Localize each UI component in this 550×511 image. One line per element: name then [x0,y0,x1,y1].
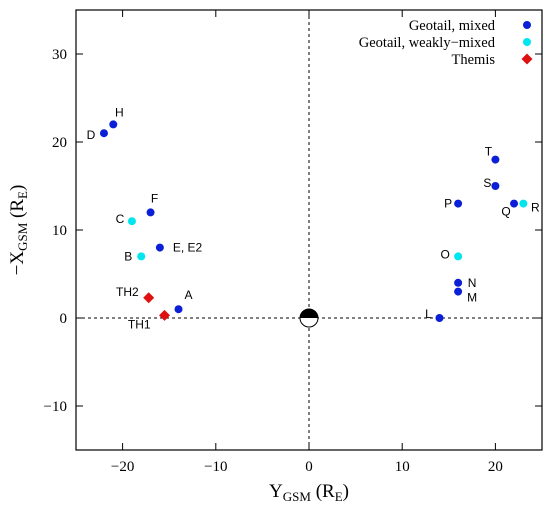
earth-icon [299,308,319,328]
geotail-weakly-mixed-point [137,252,146,261]
x-axis-label-main: Y [269,481,283,502]
x-tick-label: 10 [395,459,410,475]
point-label: F [151,191,158,205]
point-label: L [425,307,432,321]
y-tick-label: 30 [52,47,67,63]
y-tick-label: 0 [60,311,68,327]
point-label: D [87,128,96,142]
x-tick-label: −10 [204,459,227,475]
y-axis-label-close: ) [7,185,28,191]
y-axis-label-main: −X [7,251,28,276]
y-tick-label: 10 [52,223,67,239]
point-label: M [467,291,477,305]
geotail-mixed-point [155,243,164,252]
point-label: TH2 [116,285,139,299]
data-points [99,120,528,322]
legend-marker-circle [523,38,531,46]
geotail-mixed-point [454,199,463,208]
point-label: E, E2 [173,241,203,255]
point-label: R [531,201,540,215]
legend-marker-diamond [521,53,533,65]
geotail-mixed-point [491,155,500,164]
point-label: Q [501,205,510,219]
axis-ticks: −20 −10 0 10 20 −10 0 10 20 30 [44,10,542,475]
geotail-mixed-point [174,305,183,314]
x-axis-label: YGSM (RE) [269,481,349,504]
legend-marker-circle [523,21,531,29]
point-label: B [124,249,132,263]
point-label: S [483,176,491,190]
legend-entry-label: Geotail, weakly−mixed [359,35,496,51]
reference-lines [76,10,542,450]
y-axis-label-sub: GSM [15,222,30,251]
themis-point [143,292,155,304]
geotail-mixed-point [99,129,108,138]
geotail-mixed-point [510,199,519,208]
x-axis-label-unit-sub: E [335,489,343,504]
x-axis-label-paren: (R [311,481,335,502]
y-axis-label: −XGSM (RE) [7,185,30,276]
x-tick-label: −20 [111,459,134,475]
point-label: TH1 [128,317,151,331]
x-tick-label: 0 [305,459,313,475]
point-label: P [444,197,452,211]
earth-night-side [300,309,318,318]
point-label: H [115,105,124,119]
geotail-mixed-point [454,278,463,287]
point-label: C [116,212,125,226]
point-label: N [468,276,477,290]
x-tick-label: 20 [488,459,503,475]
legend-entry-label: Geotail, mixed [409,18,496,34]
x-axis-label-close: ) [343,481,349,502]
point-label: O [440,247,449,261]
y-tick-label: 20 [52,135,67,151]
x-axis-label-sub: GSM [283,489,312,504]
geotail-mixed-point [146,208,155,217]
geotail-mixed-point [109,120,118,129]
geotail-weakly-mixed-point [519,199,528,208]
y-axis-label-unit-sub: E [15,191,30,199]
point-label: A [185,288,193,302]
geotail-mixed-point [435,314,444,322]
themis-point [159,309,171,321]
point-label: T [485,145,493,159]
geotail-mixed-point [454,287,463,296]
point-labels: H D F E, E2 A T S P Q NM L C B R O TH2 TH1 [87,105,540,331]
geotail-weakly-mixed-point [127,217,136,226]
geotail-weakly-mixed-point [454,252,463,261]
legend-entry-label: Themis [452,52,496,68]
y-axis-label-paren: (R [7,199,28,223]
geotail-mixed-point [491,182,500,190]
y-tick-label: −10 [44,399,67,415]
